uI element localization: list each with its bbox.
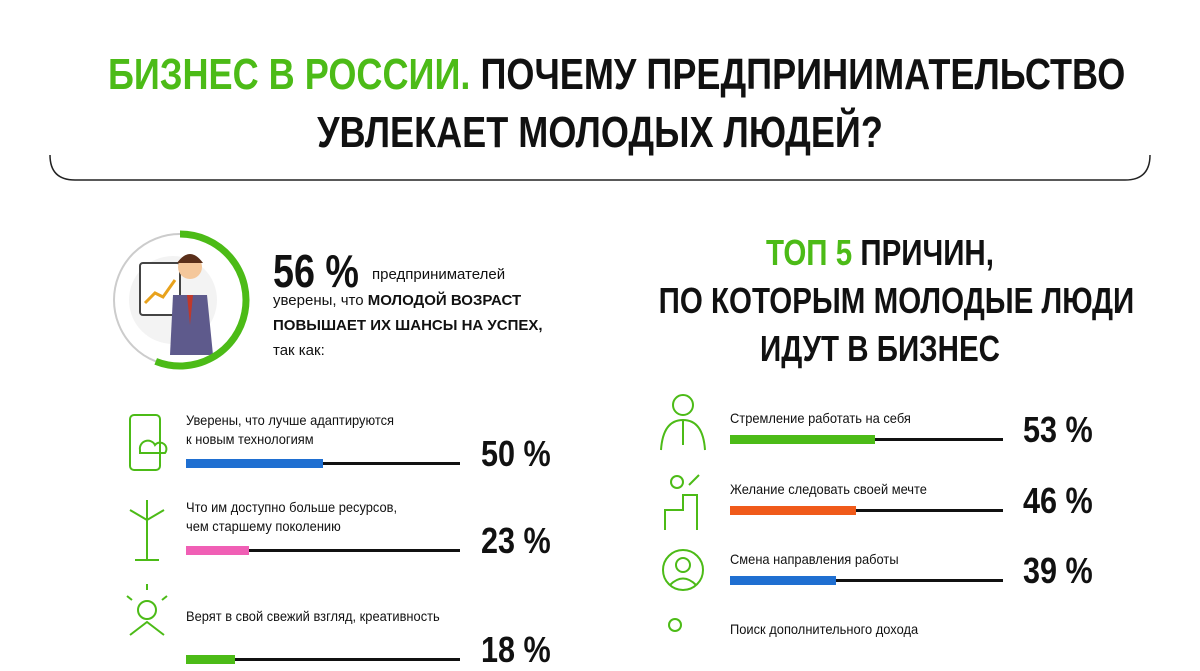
item-text: Верят в свой свежий взгляд, креативность [186,608,440,624]
value-label: 23 % [481,520,551,561]
intro-bold: ПОВЫШАЕТ ИХ ШАНСЫ НА УСПЕХ, [273,317,543,334]
title-divider [49,154,1151,181]
bar-track [730,579,1003,582]
intro-text: так как: [273,342,325,359]
right-title: ТОП 5 ПРИЧИН, [659,232,1102,274]
title-rest: ПОЧЕМУ ПРЕДПРИНИМАТЕЛЬСТВО [480,50,1126,99]
bar [186,546,250,555]
item-text: чем старшему поколению [186,518,341,534]
value-label: 18 % [481,629,551,670]
left-icons [126,414,168,636]
right-title-highlight: ТОП 5 [766,232,853,273]
value-label: 46 % [1023,480,1093,521]
item-text: Уверены, что лучше адаптируются [186,412,395,428]
title-line-1: БИЗНЕС В РОССИИ. ПОЧЕМУ ПРЕДПРИНИМАТЕЛЬС… [108,50,1125,100]
bar [186,459,323,468]
item-text: к новым технологиям [186,431,314,447]
bar [730,435,875,444]
value-label: 39 % [1023,550,1093,591]
right-icons [660,394,706,632]
title-line-2: УВЛЕКАЕТ МОЛОДЫХ ЛЮДЕЙ? [317,108,883,157]
bar-track [730,509,1003,512]
stat-ring [113,230,250,370]
bar-track [186,462,460,465]
item-text: Что им доступно больше ресурсов, [186,499,398,515]
stat-value: 56 % [273,245,359,297]
bar [730,506,856,515]
item-text: Смена направления работы [730,551,899,567]
intro-text: предпринимателей [372,266,506,283]
right-title-text: ПРИЧИН, [860,232,994,273]
intro-text: уверены, что МОЛОДОЙ ВОЗРАСТ [273,292,521,309]
intro-text: уверены, что [273,292,364,309]
stat-arc [154,230,250,370]
title-highlight: БИЗНЕС В РОССИИ. [108,50,471,99]
right-title: ИДУТ В БИЗНЕС [759,328,1000,369]
item-text: Желание следовать своей мечте [730,481,927,497]
bar [186,655,236,664]
intro-bold: МОЛОДОЙ ВОЗРАСТ [367,292,522,309]
bar [730,576,837,585]
bar-track [186,549,460,552]
item-text: Стремление работать на себя [730,410,911,426]
value-label: 50 % [481,433,551,474]
right-title: ПО КОТОРЫМ МОЛОДЫЕ ЛЮДИ [658,280,1135,321]
page: БИЗНЕС В РОССИИ. ПОЧЕМУ ПРЕДПРИНИМАТЕЛЬС… [49,50,1151,670]
value-label: 53 % [1023,409,1093,450]
